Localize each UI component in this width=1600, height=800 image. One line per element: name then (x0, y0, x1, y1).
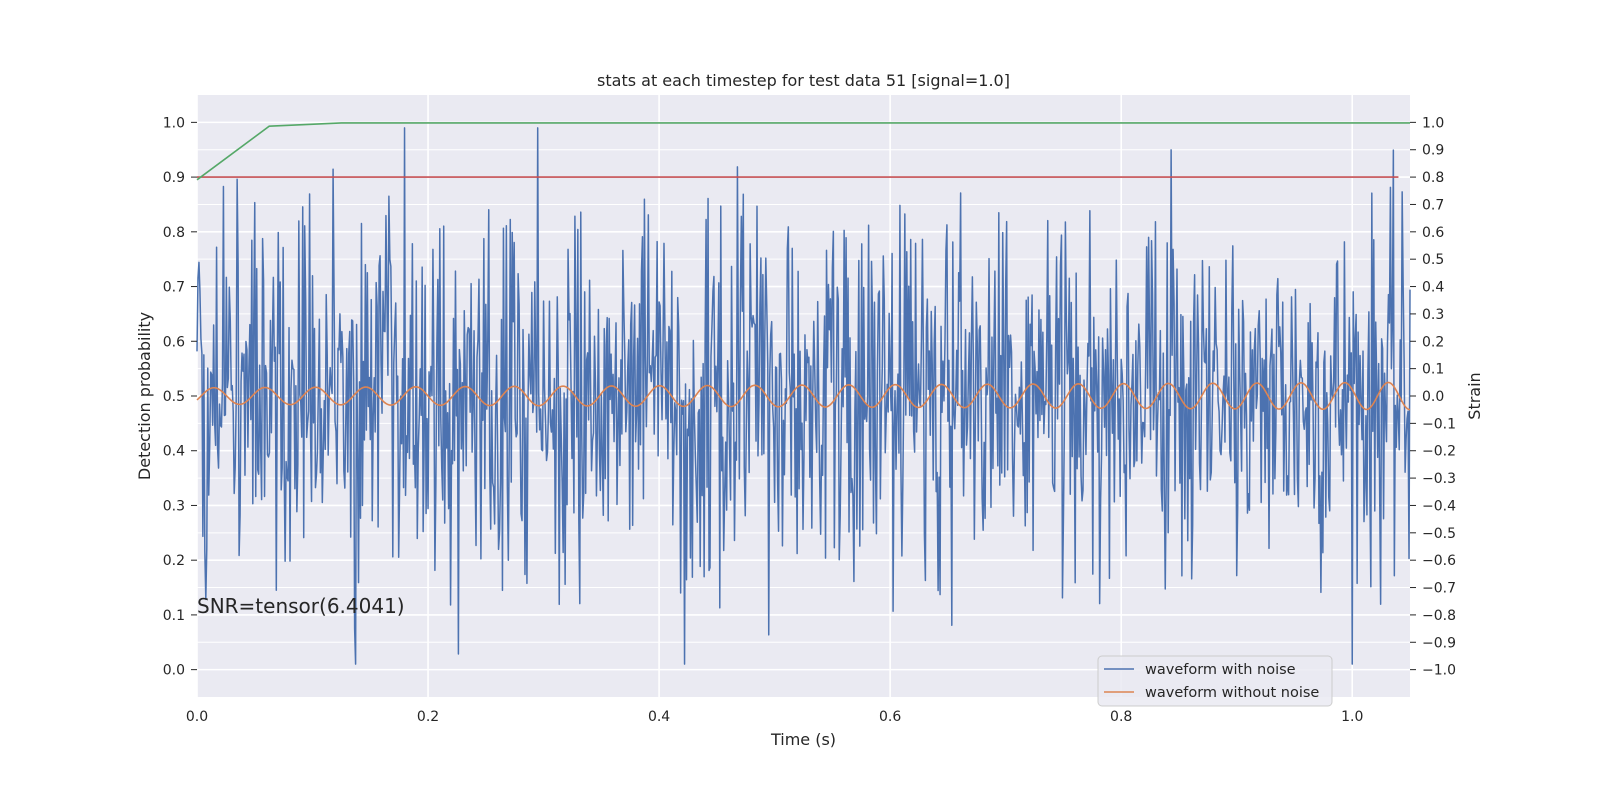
y-right-tick-label: 0.7 (1422, 197, 1444, 213)
x-tick-label: 0.4 (648, 709, 670, 725)
y-left-tick-label: 0.5 (163, 389, 185, 405)
y-right-tick-label: −0.2 (1422, 444, 1456, 460)
y-right-tick-label: 0.5 (1422, 252, 1444, 268)
y-left-tick-label: 0.9 (163, 170, 185, 186)
y-left-axis-label: Detection probability (135, 312, 154, 480)
x-tick-label: 0.2 (417, 709, 439, 725)
y-right-tick-label: −0.1 (1422, 416, 1456, 432)
x-tick-label: 0.8 (1110, 709, 1132, 725)
y-right-tick-label: 0.3 (1422, 307, 1444, 323)
y-right-tick-label: 0.6 (1422, 225, 1444, 241)
y-right-tick-label: −0.9 (1422, 635, 1456, 651)
y-right-tick-label: −0.5 (1422, 526, 1456, 542)
y-right-tick-label: 0.8 (1422, 170, 1444, 186)
x-axis-label: Time (s) (770, 730, 836, 749)
y-left-tick-label: 0.0 (163, 663, 185, 679)
legend-box (1097, 655, 1333, 707)
y-left-tick-label: 0.7 (163, 280, 185, 296)
x-tick-label: 1.0 (1341, 709, 1363, 725)
y-right-tick-label: −0.3 (1422, 471, 1456, 487)
y-left-tick-label: 0.8 (163, 225, 185, 241)
y-right-axis-label: Strain (1465, 372, 1484, 419)
y-right-tick-label: −0.8 (1422, 608, 1456, 624)
y-left-tick-label: 0.6 (163, 334, 185, 350)
y-right-tick-label: −0.6 (1422, 553, 1456, 569)
y-right-tick-label: 0.2 (1422, 334, 1444, 350)
data-layer (196, 122, 1411, 665)
legend: waveform with noise waveform without noi… (1097, 655, 1333, 707)
y-left-tick-label: 0.1 (163, 608, 185, 624)
y-right-tick-label: 0.9 (1422, 143, 1444, 159)
y-left-tick-label: 1.0 (163, 115, 185, 131)
series-waveform-with-noise (196, 127, 1411, 665)
y-left-tick-label: 0.2 (163, 553, 185, 569)
legend-label-clean: waveform without noise (1145, 685, 1319, 701)
y-right-tick-label: −0.7 (1422, 581, 1456, 597)
y-left-tick-label: 0.3 (163, 498, 185, 514)
legend-label-noisy: waveform with noise (1145, 662, 1296, 678)
x-tick-label: 0.6 (879, 709, 901, 725)
snr-annotation: SNR=tensor(6.4041) (197, 594, 405, 618)
series-waveform-without-noise (196, 381, 1411, 411)
y-right-tick-label: 1.0 (1422, 115, 1444, 131)
axes: 0.0 0.2 0.4 0.6 0.8 1.0 0.0 0.1 0.2 0.3 0.4 0.5 0.6 0… (163, 115, 1456, 725)
y-right-tick-label: 0.4 (1422, 280, 1444, 296)
y-right-tick-label: 0.1 (1422, 362, 1444, 378)
y-right-tick-label: −1.0 (1422, 663, 1456, 679)
y-right-tick-label: 0.0 (1422, 389, 1444, 405)
y-right-tick-label: −0.4 (1422, 498, 1456, 514)
x-tick-label: 0.0 (186, 709, 208, 725)
chart-title: stats at each timestep for test data 51 … (597, 71, 1010, 90)
series-detection-probability (196, 122, 1410, 181)
y-left-tick-label: 0.4 (163, 444, 185, 460)
